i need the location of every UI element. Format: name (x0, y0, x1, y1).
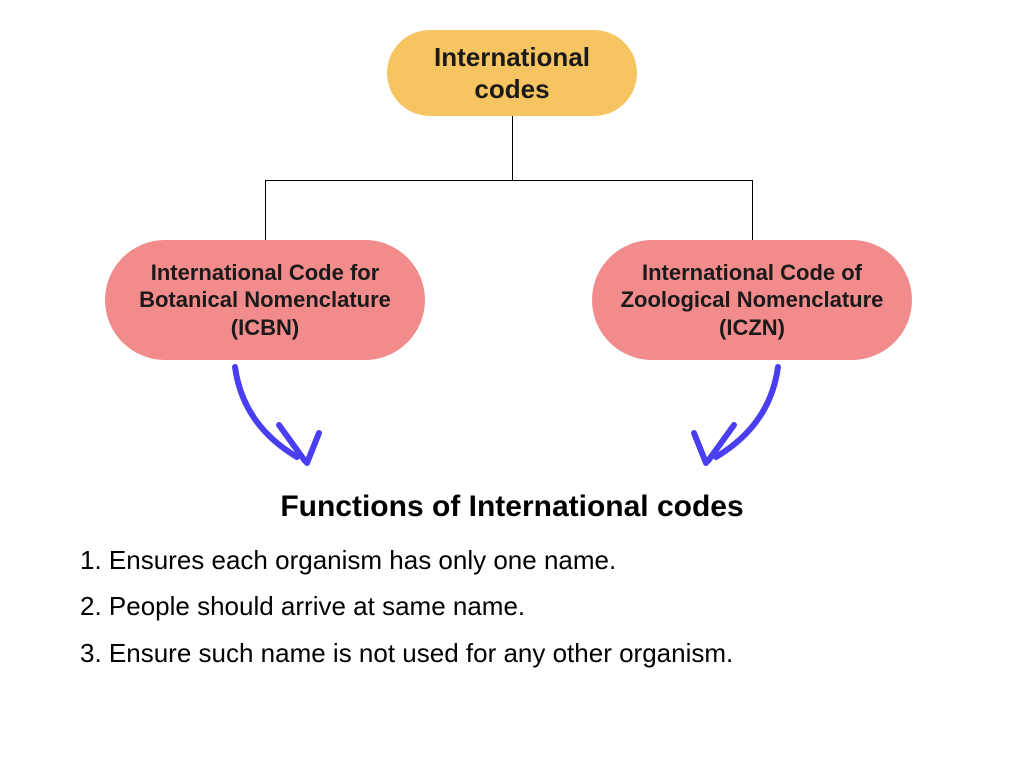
functions-item: 3. Ensure such name is not used for any … (80, 635, 944, 671)
functions-item: 2. People should arrive at same name. (80, 588, 944, 624)
functions-item-text: 3. Ensure such name is not used for any … (80, 638, 733, 668)
functions-list: 1. Ensures each organism has only one na… (80, 542, 944, 671)
arrow-right (668, 355, 808, 475)
node-right: International Code of Zoological Nomencl… (592, 240, 912, 360)
connector-right-down (752, 180, 753, 240)
functions-section: Functions of International codes 1. Ensu… (80, 490, 944, 681)
connector-horizontal (265, 180, 752, 181)
arrow-left (205, 355, 345, 475)
connector-left-down (265, 180, 266, 240)
functions-title: Functions of International codes (80, 490, 944, 524)
node-left-label: International Code for Botanical Nomencl… (133, 259, 397, 342)
functions-item-text: 2. People should arrive at same name. (80, 591, 525, 621)
node-right-label: International Code of Zoological Nomencl… (620, 259, 884, 342)
functions-item-text: 1. Ensures each organism has only one na… (80, 545, 616, 575)
connector-root-down (512, 116, 513, 180)
functions-item: 1. Ensures each organism has only one na… (80, 542, 944, 578)
node-root: International codes (387, 30, 637, 116)
node-root-label: International codes (415, 41, 609, 106)
node-left: International Code for Botanical Nomencl… (105, 240, 425, 360)
